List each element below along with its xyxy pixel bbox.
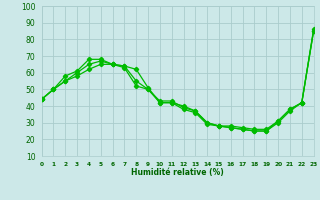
X-axis label: Humidité relative (%): Humidité relative (%) [131, 168, 224, 177]
